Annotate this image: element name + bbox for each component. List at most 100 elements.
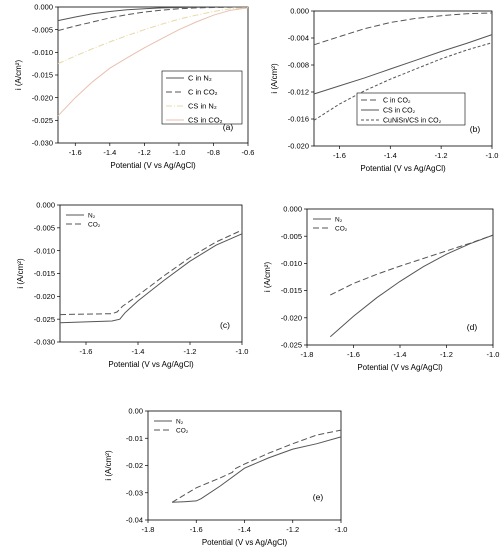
legend-e: N₂ CO₂	[154, 419, 189, 435]
y-tick-label-b: 0.000	[290, 7, 309, 16]
x-tick-label-a: -0.8	[207, 148, 220, 157]
y-tick-label-a: -0.005	[32, 25, 53, 34]
y-tick-label-c: -0.025	[34, 315, 55, 324]
y-axis-label-d: i (A/cm²)	[263, 262, 272, 293]
y-tick-label-c: -0.005	[34, 223, 55, 232]
x-tick-label-a: -1.0	[172, 148, 185, 157]
y-tick-label-a: 0.000	[34, 3, 53, 12]
y-axis-label-a: i (A/cm²)	[14, 60, 23, 91]
y-tick-label-b: -0.016	[288, 115, 309, 124]
y-tick-label-c: -0.020	[34, 292, 55, 301]
series-line-a-0	[57, 6, 248, 22]
legend-label-b-2: CuNiSn/CS in CO₂	[383, 118, 442, 125]
series-line-b-2	[313, 42, 493, 121]
series-line-d-1	[330, 234, 494, 296]
x-tick-label-c: -1.4	[132, 347, 145, 356]
y-tick-label-e: -0.04	[126, 516, 143, 525]
x-tick-label-b: -1.4	[384, 151, 397, 160]
legend-label-d-0: N₂	[335, 217, 343, 224]
series-line-c-0	[59, 233, 243, 324]
y-tick-label-a: -0.010	[32, 48, 53, 57]
y-tick-label-b: -0.004	[288, 34, 309, 43]
legend-label-a-2: CS in N₂	[188, 102, 217, 111]
x-tick-label-d: -1.2	[440, 350, 453, 359]
x-tick-label-e: -1.2	[286, 525, 299, 534]
x-tick-label-d: -1.4	[394, 350, 407, 359]
y-tick-label-a: -0.020	[32, 93, 53, 102]
legend-label-c-1: CO₂	[88, 222, 101, 229]
y-tick-label-a: -0.025	[32, 116, 53, 125]
y-tick-label-c: -0.010	[34, 246, 55, 255]
legend-b: C in CO₂ CS in CO₂ CuNiSn/CS in CO₂	[356, 92, 466, 126]
series-line-e-0	[172, 436, 342, 503]
y-tick-label-c: -0.015	[34, 269, 55, 278]
series-line-a-2	[57, 7, 249, 65]
y-tick-label-a: -0.015	[32, 71, 53, 80]
x-tick-label-a: -1.4	[103, 148, 116, 157]
panel-label-a: (a)	[223, 122, 234, 132]
y-tick-label-d: -0.025	[281, 341, 302, 350]
x-tick-label-e: -1.8	[142, 525, 155, 534]
panel-label-e: (e)	[313, 492, 324, 502]
legend-label-d-1: CO₂	[335, 226, 348, 233]
series-line-a-3	[57, 7, 249, 117]
y-axis-label-e: i (A/cm²)	[104, 450, 113, 481]
panel-label-d: (d)	[467, 322, 478, 332]
y-tick-label-e: -0.02	[126, 461, 143, 470]
x-axis-label-d: Potential (V vs Ag/AgCl)	[357, 363, 443, 372]
legend-label-a-3: CS in CO₂	[188, 116, 223, 125]
y-tick-label-d: -0.010	[281, 259, 302, 268]
x-tick-label-a: -1.2	[138, 148, 151, 157]
x-tick-label-d: -1.8	[301, 350, 314, 359]
y-axis-label-b: i (A/cm²)	[270, 63, 279, 94]
legend-label-b-0: C in CO₂	[383, 98, 411, 105]
y-tick-label-d: -0.005	[281, 232, 302, 241]
x-tick-label-b: -1.6	[333, 151, 346, 160]
panel-e: -1.8 -1.6 -1.4 -1.2 -1.0 0.00 -0.01 -0.02 -0.03 -…	[104, 407, 347, 547]
legend-label-b-1: CS in CO₂	[383, 108, 416, 115]
y-tick-label-b: -0.008	[288, 61, 309, 70]
panel-c: -1.6 -1.4 -1.2 -1.0 0.000 -0.005 -0.010 -0.015 -…	[16, 201, 248, 369]
x-tick-label-c: -1.2	[184, 347, 197, 356]
panel-b: -1.6 -1.4 -1.2 -1.0 0.000 -0.004 -0.008 -0.012 -…	[270, 7, 498, 173]
x-tick-label-e: -1.4	[238, 525, 251, 534]
panel-label-c: (c)	[220, 320, 230, 330]
y-tick-label-e: 0.00	[128, 407, 143, 416]
legend-d: N₂ CO₂	[313, 217, 348, 233]
legend-a: C in N₂ C in CO₂ CS in N₂ CS in CO₂	[161, 70, 243, 125]
x-tick-label-d: -1.0	[487, 350, 500, 359]
x-tick-label-b: -1.0	[486, 151, 499, 160]
x-tick-label-a: -0.6	[242, 148, 255, 157]
y-tick-label-e: -0.01	[126, 434, 143, 443]
x-tick-label-c: -1.0	[236, 347, 249, 356]
y-axis-label-c: i (A/cm²)	[16, 258, 25, 289]
series-line-a-1	[57, 6, 249, 32]
x-tick-label-b: -1.2	[435, 151, 448, 160]
panel-label-b: (b)	[470, 124, 481, 134]
x-tick-label-e: -1.0	[335, 525, 348, 534]
x-tick-label-d: -1.6	[347, 350, 360, 359]
y-tick-label-d: -0.015	[281, 286, 302, 295]
x-axis-label-e: Potential (V vs Ag/AgCl)	[202, 538, 288, 547]
x-tick-label-a: -1.6	[69, 148, 82, 157]
x-axis-label-c: Potential (V vs Ag/AgCl)	[108, 360, 194, 369]
plot-frame-b	[313, 10, 493, 147]
series-line-d-0	[329, 234, 494, 338]
x-tick-label-e: -1.6	[190, 525, 203, 534]
legend-label-e-0: N₂	[176, 419, 184, 426]
y-tick-label-b: -0.012	[288, 88, 309, 97]
series-line-e-1	[171, 429, 342, 503]
x-axis-label-a: Potential (V vs Ag/AgCl)	[110, 161, 196, 170]
panel-d: -1.8 -1.6 -1.4 -1.2 -1.0 0.000 -0.005 -0.010 -0.…	[263, 205, 499, 372]
legend-label-e-1: CO₂	[176, 428, 189, 435]
series-line-b-1	[313, 34, 493, 95]
y-tick-label-c: -0.030	[34, 338, 55, 347]
legend-box-b	[356, 92, 466, 126]
y-tick-label-c: 0.000	[36, 201, 55, 210]
legend-c: N₂ CO₂	[66, 213, 101, 229]
y-tick-label-d: -0.020	[281, 313, 302, 322]
legend-box-a	[161, 70, 243, 125]
legend-label-c-0: N₂	[88, 213, 96, 220]
legend-label-a-1: C in CO₂	[188, 88, 218, 97]
y-tick-label-b: -0.020	[288, 142, 309, 151]
